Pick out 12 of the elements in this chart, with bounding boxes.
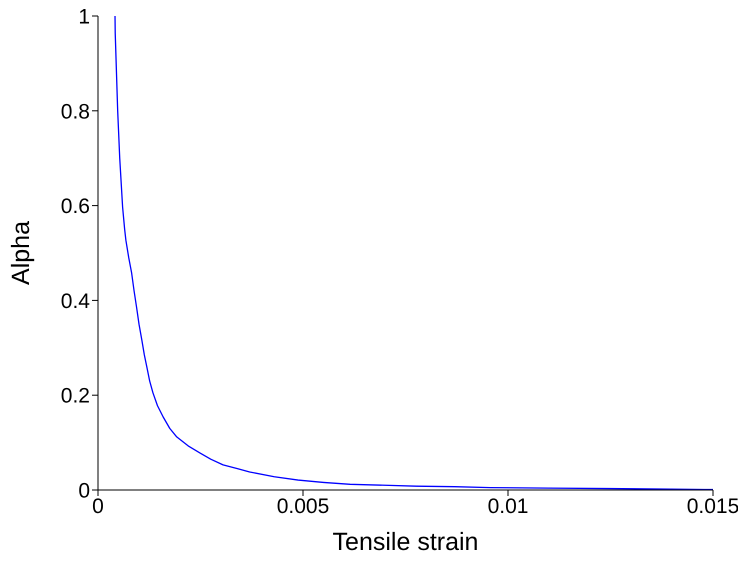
y-tick-label: 0.2 bbox=[60, 384, 90, 408]
line-series bbox=[114, 16, 713, 490]
x-tick-label: 0.005 bbox=[276, 494, 330, 518]
y-tick-label: 0.6 bbox=[60, 195, 90, 218]
y-tick-label: 0.8 bbox=[60, 100, 90, 124]
y-axis-title: Alpha bbox=[6, 220, 35, 285]
x-axis-title: Tensile strain bbox=[332, 528, 478, 556]
y-tick-label: 0.4 bbox=[60, 290, 90, 313]
y-tick-label: 0 bbox=[78, 479, 90, 502]
x-tick-label: 0.015 bbox=[686, 494, 740, 518]
x-tick-label: 0.01 bbox=[488, 494, 528, 518]
y-tick-label: 1 bbox=[78, 5, 90, 28]
